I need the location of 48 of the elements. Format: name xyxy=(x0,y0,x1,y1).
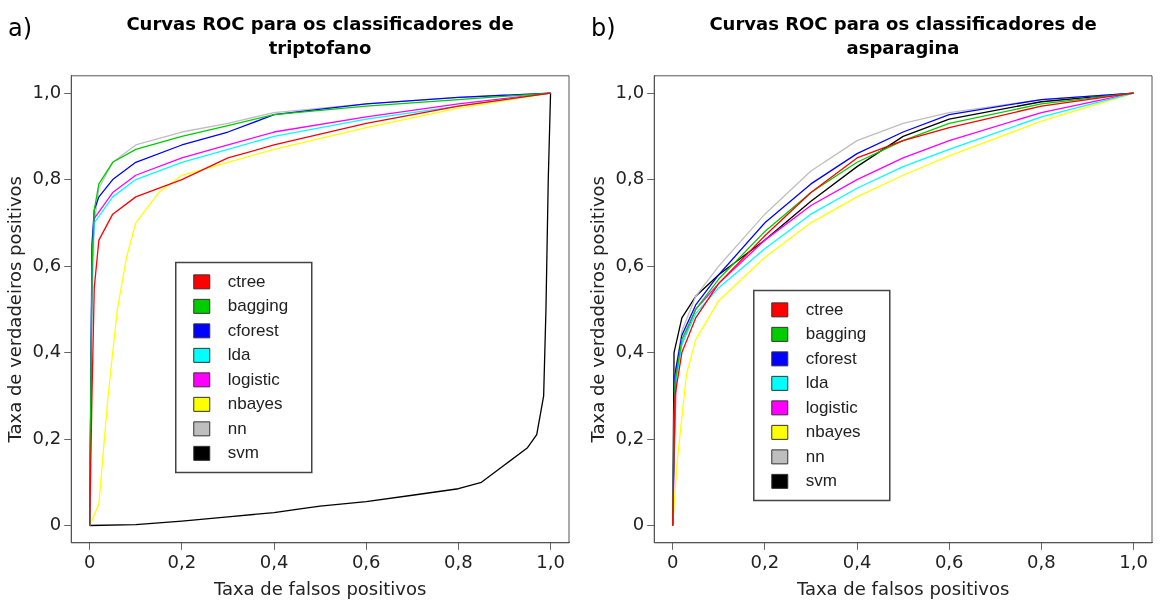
x-tick-label: 0,2 xyxy=(750,551,780,573)
y-tick-label: 0 xyxy=(49,513,62,535)
x-tick-label: 0,8 xyxy=(1027,551,1056,573)
legend-label: cforest xyxy=(805,348,858,368)
legend-label: bagging xyxy=(227,296,289,316)
legend-label: nbayes xyxy=(805,422,861,442)
y-tick-label: 0,2 xyxy=(32,426,62,448)
y-tick-label: 1,0 xyxy=(32,80,62,102)
legend-label: logistic xyxy=(805,397,859,417)
legend-label: nn xyxy=(227,418,247,438)
y-tick-label: 0,2 xyxy=(615,426,645,448)
y-tick-label: 0 xyxy=(632,513,645,535)
chart-title: Curvas ROC para os classificadores de asparagina xyxy=(708,12,1098,60)
x-tick-label: 0,6 xyxy=(351,551,381,573)
y-tick-label: 0,4 xyxy=(32,340,62,362)
legend-label: bagging xyxy=(805,324,867,344)
x-tick-label: 0 xyxy=(83,551,96,573)
legend-label: ctree xyxy=(227,271,266,291)
legend-label: lda xyxy=(805,373,830,393)
x-tick-label: 1,0 xyxy=(1119,551,1148,573)
y-axis-title: Taxa de verdadeiros positivos xyxy=(4,176,26,444)
x-tick-label: 0,6 xyxy=(934,551,964,573)
y-tick-label: 0,8 xyxy=(615,167,645,189)
y-tick-label: 0,8 xyxy=(32,167,62,189)
legend-label: svm xyxy=(227,443,259,463)
x-tick-label: 0,8 xyxy=(444,551,473,573)
x-axis-title: Taxa de falsos positivos xyxy=(795,577,1010,599)
text: a) xyxy=(8,14,33,42)
x-tick-label: 0 xyxy=(666,551,679,573)
legend-label: nn xyxy=(805,446,825,466)
x-tick-label: 0,2 xyxy=(167,551,197,573)
x-tick-label: 0,4 xyxy=(842,551,872,573)
legend-label: svm xyxy=(805,471,837,491)
y-tick-label: 0,6 xyxy=(615,253,645,275)
legend-label: lda xyxy=(227,345,251,365)
legend-label: cforest xyxy=(227,320,280,340)
y-tick-label: 0,6 xyxy=(32,253,62,275)
y-tick-label: 0,4 xyxy=(615,340,645,362)
text: b) xyxy=(591,14,616,42)
x-tick-label: 1,0 xyxy=(536,551,565,573)
y-tick-label: 1,0 xyxy=(615,80,645,102)
x-axis-title: Taxa de falsos positivos xyxy=(212,577,427,599)
x-tick-label: 0,4 xyxy=(259,551,289,573)
legend-label: logistic xyxy=(227,369,281,389)
legend-label: ctree xyxy=(805,299,844,319)
y-axis-title: Taxa de verdadeiros positivos xyxy=(587,176,609,444)
chart-title: Curvas ROC para os classificadores de triptofano xyxy=(125,12,515,60)
legend-label: nbayes xyxy=(227,394,283,414)
